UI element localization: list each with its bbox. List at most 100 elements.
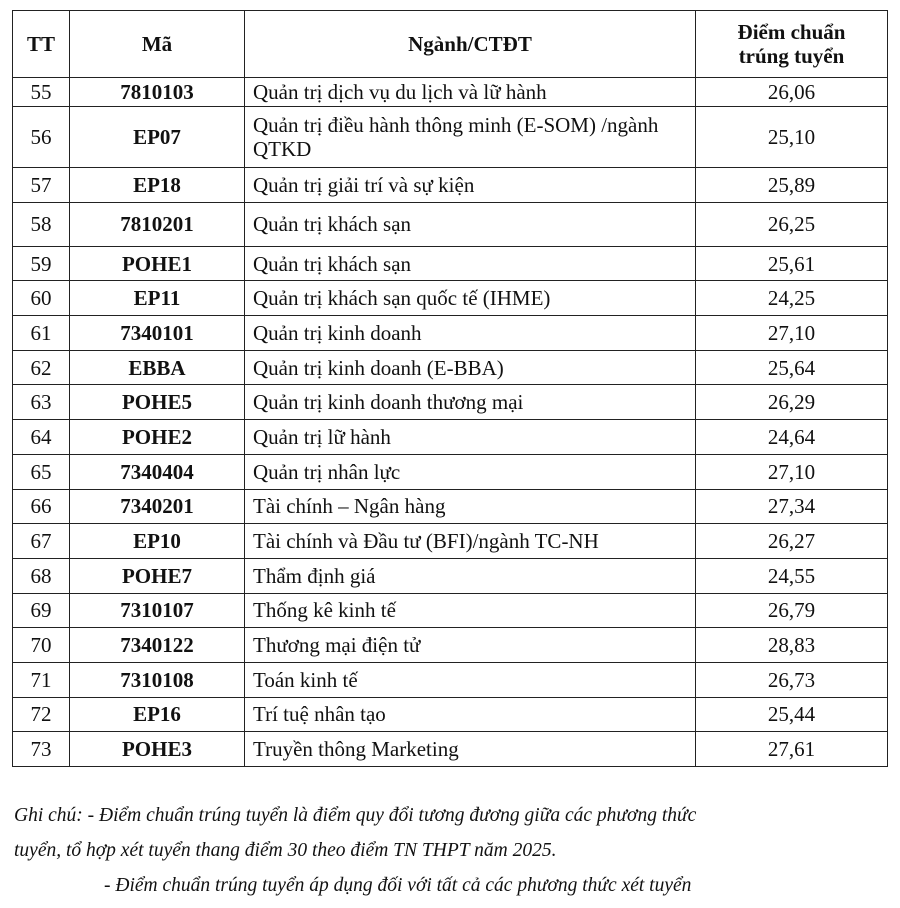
cell-tt: 63 [12, 384, 70, 421]
cell-tt: 55 [12, 77, 70, 107]
cell-tt: 73 [12, 731, 70, 767]
cell-nganh: Toán kinh tế [244, 661, 696, 698]
cell-tt: 61 [12, 315, 70, 351]
cell-diem: 25,89 [695, 167, 888, 203]
header-diem: Điểm chuẩn trúng tuyển [695, 10, 888, 78]
cell-ma: 7340101 [69, 315, 245, 351]
table-row: 57 EP18 Quản trị giải trí và sự kiện 25,89 [12, 167, 888, 203]
notes: Ghi chú: - Điểm chuẩn trúng tuyển là điể… [14, 798, 696, 903]
table-header-row: TT Mã Ngành/CTĐT Điểm chuẩn trúng tuyển [12, 10, 888, 78]
cell-nganh: Tài chính – Ngân hàng [244, 488, 696, 525]
cell-diem: 25,64 [695, 349, 888, 386]
cell-nganh: Tài chính và Đầu tư (BFI)/ngành TC-NH [244, 523, 696, 559]
cell-tt: 59 [12, 245, 70, 282]
cell-nganh: Quản trị kinh doanh [244, 315, 696, 351]
cell-nganh: Truyền thông Marketing [244, 731, 696, 767]
cell-diem: 26,29 [695, 384, 888, 421]
cell-tt: 65 [12, 453, 70, 490]
cell-ma: EP18 [69, 167, 245, 203]
cell-nganh: Quản trị kinh doanh (E-BBA) [244, 349, 696, 386]
table-row: 58 7810201 Quản trị khách sạn 26,25 [12, 201, 888, 247]
cell-ma: POHE7 [69, 557, 245, 594]
cell-diem: 25,10 [695, 106, 888, 168]
cell-nganh: Thẩm định giá [244, 557, 696, 594]
cell-diem: 28,83 [695, 627, 888, 663]
cell-diem: 27,61 [695, 731, 888, 767]
cell-nganh: Quản trị khách sạn [244, 245, 696, 282]
cell-nganh: Trí tuệ nhân tạo [244, 696, 696, 733]
table-row: 69 7310107 Thống kê kinh tế 26,79 [12, 592, 888, 629]
cell-diem: 26,06 [695, 77, 888, 107]
cell-diem: 26,73 [695, 661, 888, 698]
cell-ma: EP07 [69, 106, 245, 168]
table-row: 68 POHE7 Thẩm định giá 24,55 [12, 557, 888, 594]
header-tt: TT [12, 10, 70, 78]
table-row: 71 7310108 Toán kinh tế 26,73 [12, 661, 888, 698]
cell-ma: EP16 [69, 696, 245, 733]
table-row: 66 7340201 Tài chính – Ngân hàng 27,34 [12, 488, 888, 525]
cell-diem: 25,44 [695, 696, 888, 733]
cell-ma: EP10 [69, 523, 245, 559]
cell-diem: 27,34 [695, 488, 888, 525]
header-ma: Mã [69, 10, 245, 78]
table-row: 55 7810103 Quản trị dịch vụ du lịch và lữ … [12, 77, 888, 107]
cell-nganh: Quản trị nhân lực [244, 453, 696, 490]
cell-tt: 69 [12, 592, 70, 629]
table-row: 67 EP10 Tài chính và Đầu tư (BFI)/ngành TC… [12, 523, 888, 559]
cell-tt: 71 [12, 661, 70, 698]
cell-tt: 68 [12, 557, 70, 594]
header-nganh: Ngành/CTĐT [244, 10, 696, 78]
cell-ma: 7340201 [69, 488, 245, 525]
cell-diem: 24,25 [695, 280, 888, 317]
cell-diem: 26,25 [695, 201, 888, 247]
cell-tt: 57 [12, 167, 70, 203]
cell-ma: 7340122 [69, 627, 245, 663]
cell-tt: 70 [12, 627, 70, 663]
table-row: 65 7340404 Quản trị nhân lực 27,10 [12, 453, 888, 490]
cell-diem: 27,10 [695, 453, 888, 490]
cell-ma: POHE5 [69, 384, 245, 421]
cell-nganh: Thương mại điện tử [244, 627, 696, 663]
cell-nganh: Thống kê kinh tế [244, 592, 696, 629]
cell-tt: 56 [12, 106, 70, 168]
cell-ma: 7810201 [69, 201, 245, 247]
cell-nganh: Quản trị kinh doanh thương mại [244, 384, 696, 421]
cell-tt: 60 [12, 280, 70, 317]
cell-tt: 67 [12, 523, 70, 559]
cell-diem: 26,79 [695, 592, 888, 629]
cell-tt: 58 [12, 201, 70, 247]
cell-nganh: Quản trị dịch vụ du lịch và lữ hành [244, 77, 696, 107]
cell-nganh: Quản trị khách sạn [244, 201, 696, 247]
cell-diem: 27,10 [695, 315, 888, 351]
cell-diem: 25,61 [695, 245, 888, 282]
table-row: 72 EP16 Trí tuệ nhân tạo 25,44 [12, 696, 888, 733]
note-line-2: tuyển, tổ hợp xét tuyển thang điểm 30 th… [14, 840, 557, 861]
cell-nganh: Quản trị giải trí và sự kiện [244, 167, 696, 203]
cell-ma: POHE2 [69, 419, 245, 455]
table-row: 60 EP11 Quản trị khách sạn quốc tế (IHME) 2… [12, 280, 888, 317]
table-row: 64 POHE2 Quản trị lữ hành 24,64 [12, 419, 888, 455]
cell-tt: 66 [12, 488, 70, 525]
table-row: 61 7340101 Quản trị kinh doanh 27,10 [12, 315, 888, 351]
cell-diem: 24,64 [695, 419, 888, 455]
cell-ma: 7310108 [69, 661, 245, 698]
cell-tt: 72 [12, 696, 70, 733]
table-row: 70 7340122 Thương mại điện tử 28,83 [12, 627, 888, 663]
cell-ma: 7340404 [69, 453, 245, 490]
cell-ma: EBBA [69, 349, 245, 386]
admission-score-table: TT Mã Ngành/CTĐT Điểm chuẩn trúng tuyển … [12, 10, 888, 767]
cell-ma: 7310107 [69, 592, 245, 629]
cell-nganh: Quản trị lữ hành [244, 419, 696, 455]
cell-ma: POHE1 [69, 245, 245, 282]
cell-nganh: Quản trị điều hành thông minh (E-SOM) /n… [244, 106, 696, 168]
cell-nganh: Quản trị khách sạn quốc tế (IHME) [244, 280, 696, 317]
cell-diem: 26,27 [695, 523, 888, 559]
table-row: 56 EP07 Quản trị điều hành thông minh (E-S… [12, 106, 888, 168]
cell-diem: 24,55 [695, 557, 888, 594]
table-row: 62 EBBA Quản trị kinh doanh (E-BBA) 25,64 [12, 349, 888, 386]
cell-tt: 64 [12, 419, 70, 455]
note-line-1: Ghi chú: - Điểm chuẩn trúng tuyển là điể… [14, 805, 697, 826]
cell-ma: EP11 [69, 280, 245, 317]
cell-tt: 62 [12, 349, 70, 386]
table-row: 73 POHE3 Truyền thông Marketing 27,61 [12, 731, 888, 767]
